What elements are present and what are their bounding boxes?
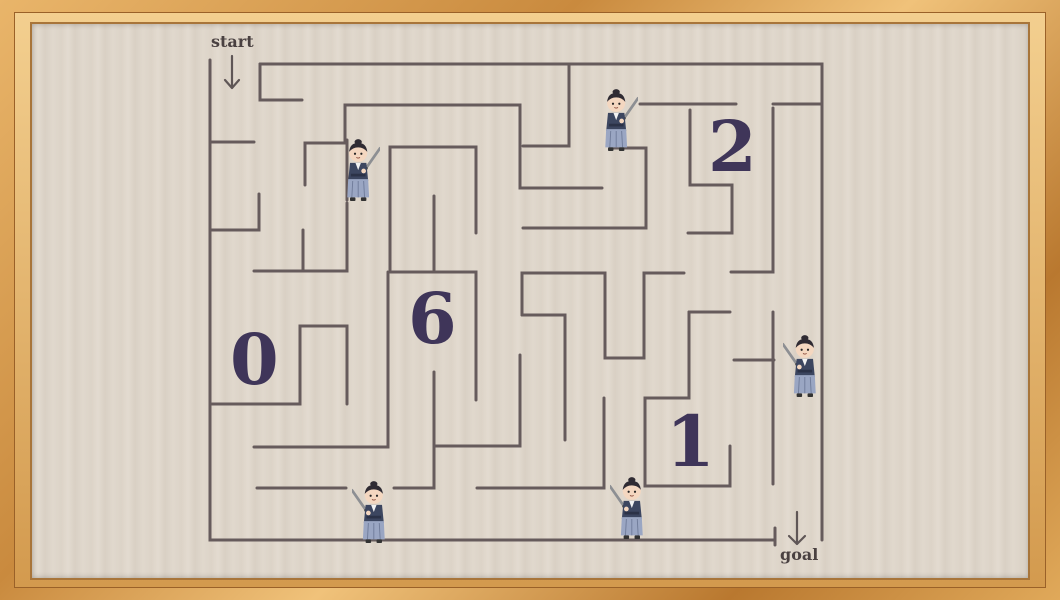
samurai-icon (603, 87, 638, 153)
samurai-icon (345, 137, 380, 203)
samurai-icon (610, 475, 645, 541)
start-label: start (211, 32, 254, 51)
number-six: 6 (408, 277, 457, 360)
goal-label: goal (780, 545, 819, 564)
start-arrow-icon (223, 54, 241, 90)
number-one: 1 (666, 400, 715, 483)
goal-arrow-icon (787, 510, 807, 546)
samurai-icon (352, 479, 387, 545)
number-zero: 0 (230, 318, 279, 401)
samurai-icon (783, 333, 818, 399)
number-two: 2 (708, 105, 757, 188)
